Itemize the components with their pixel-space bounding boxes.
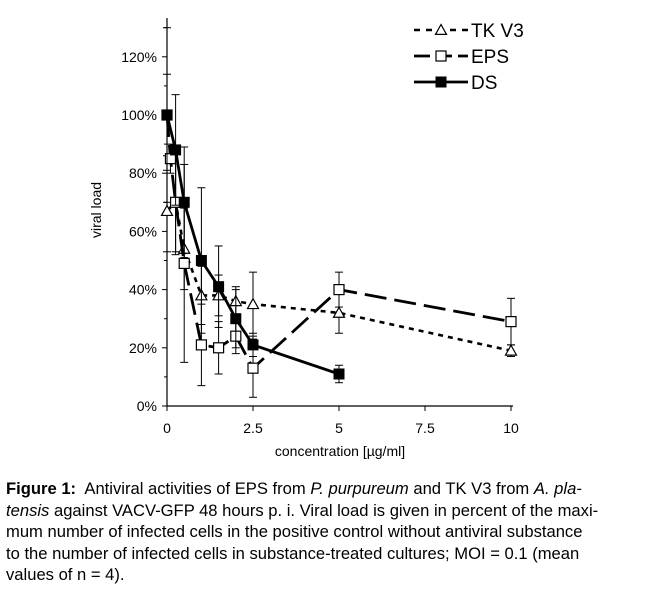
data-point-ds (195, 255, 207, 266)
data-point-ds (247, 339, 259, 351)
caption-line-3: mum number of infected cells in the posi… (6, 522, 583, 541)
y-tick-label: 100% (121, 107, 157, 123)
chart: 0% 20% 40% 60% 80% 100% 120% 0 2.5 5 7.5 10 concentr… (88, 18, 524, 459)
series-line-eps (165, 114, 512, 370)
x-tick-label: 5 (335, 420, 343, 436)
series-tk-v3 (160, 152, 518, 358)
legend-label-ds: DS (471, 73, 497, 94)
y-tick-label: 60% (129, 223, 157, 239)
data-point-ds (170, 144, 182, 156)
caption-text-3: against VACV-GFP 48 hours p. i. Viral lo… (49, 500, 599, 520)
caption-species-1: P. purpureum (310, 479, 409, 498)
y-tick-label: 0% (137, 398, 157, 414)
caption-species-2a: A. pla- (533, 479, 582, 498)
x-tick-label: 0 (163, 420, 171, 436)
data-point-eps (178, 257, 190, 270)
series-eps (161, 73, 517, 398)
legend: TK V3 EPS DS (414, 21, 524, 94)
x-tick-label: 7.5 (415, 420, 435, 436)
legend-label-eps: EPS (471, 47, 509, 68)
data-point-tk-v3 (160, 204, 174, 217)
caption-text-1: Antiviral activities of EPS from (84, 479, 311, 498)
data-point-eps (247, 362, 259, 374)
data-point-ds (161, 109, 173, 121)
caption-figure-label: Figure 1: (6, 479, 77, 498)
data-point-ds (178, 196, 190, 208)
caption-line-2: tensis against VACV-GFP 48 hours p. i. V… (6, 500, 658, 522)
x-axis-label: concentration [µg/ml] (275, 443, 405, 459)
data-point-eps (213, 342, 225, 354)
y-axis-label: viral load (88, 182, 104, 238)
y-tick-label: 80% (129, 165, 157, 181)
y-tick-label: 120% (121, 49, 157, 65)
data-point-eps (505, 316, 517, 328)
data-point-tk-v3 (332, 306, 346, 318)
axes: 0% 20% 40% 60% 80% 100% 120% 0 2.5 5 7.5 10 concentr… (88, 18, 519, 459)
y-tick-label: 20% (129, 340, 157, 356)
data-point-eps (195, 339, 207, 351)
data-point-tk-v3 (504, 343, 518, 356)
caption-line-1: Figure 1: Antiviral activities of EPS fr… (6, 478, 658, 500)
legend-marker-ds (435, 76, 447, 88)
data-point-ds (213, 281, 225, 293)
series-ds (161, 27, 345, 384)
data-point-tk-v3 (246, 297, 260, 310)
data-point-eps (333, 284, 345, 296)
legend-label-tk-v3: TK V3 (471, 21, 524, 42)
caption-text-2: and TK V3 from (408, 479, 534, 498)
legend-marker-eps (435, 50, 447, 62)
x-tick-label: 10 (503, 420, 519, 436)
caption-line-4: to the number of infected cells in subst… (6, 543, 580, 563)
legend-marker-tk-v3 (434, 23, 448, 36)
caption-line-5: values of n = 4). (6, 565, 125, 584)
y-tick-label: 40% (129, 282, 157, 298)
data-point-ds (333, 368, 345, 380)
caption-species-2b: tensis (6, 500, 50, 520)
x-tick-label: 2.5 (243, 420, 263, 436)
data-point-ds (230, 313, 242, 325)
figure-caption: Figure 1: Antiviral activities of EPS fr… (6, 478, 658, 586)
series-layer (160, 27, 518, 398)
